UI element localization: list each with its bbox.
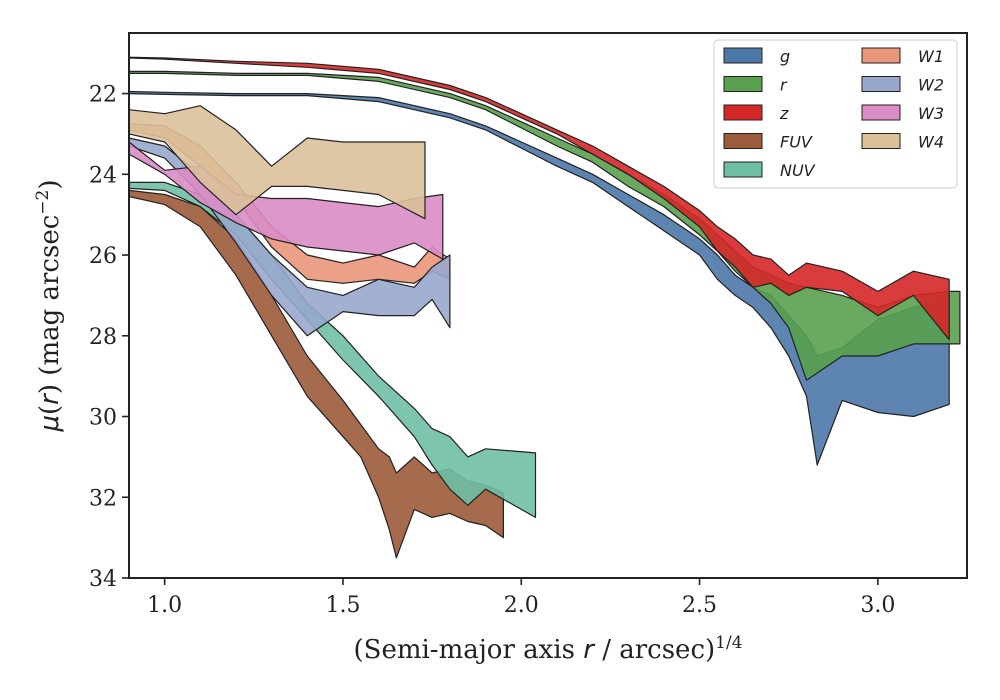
legend-swatch-z: [723, 104, 763, 121]
x-tick-label: 3.0: [860, 593, 895, 618]
legend-label-w3: W3: [918, 104, 944, 123]
legend-swatch-r: [723, 76, 763, 92]
y-tick-label: 32: [89, 486, 117, 511]
y-tick-label: 22: [89, 83, 117, 108]
band-z: [128, 56, 950, 341]
legend-label-w4: W4: [918, 133, 944, 152]
x-axis-label: (Semi-major axis r / arcsec)1/4: [353, 633, 742, 665]
band-r: [128, 70, 961, 381]
band-w4: [128, 105, 426, 220]
legend-label-z: z: [779, 104, 789, 123]
legend: grz FUV NUV W1 W2 W3 W4: [713, 39, 958, 189]
legend-swatch-w4: [861, 133, 901, 149]
y-tick-label: 24: [89, 163, 117, 188]
legend-swatch-w3: [861, 104, 901, 121]
legend-swatch-g: [723, 47, 763, 64]
legend-label-w2: W2: [918, 76, 944, 95]
y-axis-ticks: 22 24 26 28 30 32 34: [89, 83, 129, 592]
legend-swatch-w2: [861, 76, 901, 92]
x-tick-label: 2.5: [682, 593, 717, 618]
legend-label-g: g: [780, 47, 790, 66]
legend-swatch-fuv: [723, 133, 763, 149]
y-tick-label: 34: [89, 567, 117, 592]
x-tick-label: 2.0: [504, 593, 539, 618]
legend-label-nuv: NUV: [780, 161, 816, 180]
band-g: [128, 90, 950, 466]
y-tick-label: 26: [89, 244, 117, 269]
legend-label-fuv: FUV: [780, 133, 813, 152]
legend-label-w1: W1: [918, 47, 944, 66]
y-tick-label: 28: [89, 325, 117, 350]
y-axis-label: μ(r) (mag arcsec−2): [33, 179, 65, 432]
axes-frame: [128, 32, 968, 579]
plot-bands: [128, 56, 961, 559]
legend-label-r: r: [780, 76, 788, 95]
legend-swatch-w1: [861, 47, 901, 64]
legend-swatch-nuv: [723, 161, 763, 178]
x-tick-label: 1.0: [147, 593, 182, 618]
x-axis-ticks: 1.0 1.5 2.0 2.5 3.0: [147, 578, 895, 618]
x-tick-label: 1.5: [325, 593, 360, 618]
band-fuv: [128, 189, 504, 559]
y-tick-label: 30: [89, 406, 117, 431]
